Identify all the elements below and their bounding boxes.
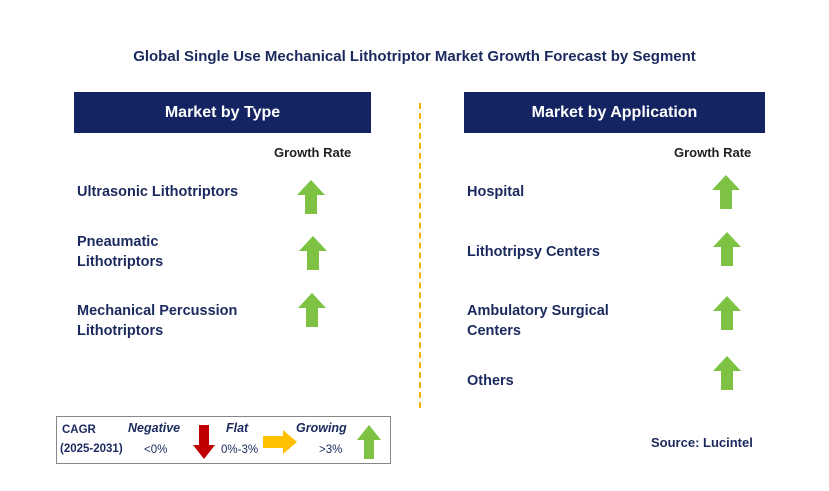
legend-negative-label: Negative — [128, 421, 181, 435]
arrow-down-icon — [193, 425, 215, 459]
growing-arrow-icon — [299, 236, 327, 270]
legend-flat-label: Flat — [226, 421, 249, 435]
type-item-label: Ultrasonic Lithotriptors — [77, 184, 239, 200]
application-panel-header: Market by Application — [464, 92, 765, 133]
growing-arrow-icon — [712, 175, 740, 209]
source-label: Source: Lucintel — [651, 435, 753, 450]
type-panel-header: Market by Type — [74, 92, 371, 133]
application-item-label: Ambulatory Surgical Centers — [467, 303, 609, 339]
legend-period-label: (2025-2031) — [60, 443, 123, 455]
legend-growing-label: Growing — [296, 421, 347, 435]
legend-box — [56, 416, 391, 464]
arrow-right-icon — [263, 430, 297, 454]
application-item-label: Others — [467, 373, 514, 389]
type-item-label: Mechanical Percussion Lithotriptors — [77, 303, 238, 339]
growing-arrow-icon — [297, 180, 325, 214]
panel-divider — [419, 103, 421, 408]
application-growth-rate-label: Growth Rate — [674, 145, 752, 160]
arrow-up-icon — [357, 425, 381, 459]
application-item-label: Hospital — [467, 184, 525, 200]
chart-title: Global Single Use Mechanical Lithotripto… — [133, 48, 696, 65]
legend-negative-range: <0% — [144, 444, 168, 456]
type-growth-rate-label: Growth Rate — [274, 145, 352, 160]
legend-cagr-label: CAGR — [62, 424, 96, 436]
type-item-label: Pneaumatic Lithotriptors — [77, 234, 164, 270]
growing-arrow-icon — [298, 293, 326, 327]
growing-arrow-icon — [713, 296, 741, 330]
growing-arrow-icon — [713, 356, 741, 390]
legend-growing-range: >3% — [319, 444, 343, 456]
growing-arrow-icon — [713, 232, 741, 266]
application-item-label: Lithotripsy Centers — [467, 244, 600, 260]
legend-flat-range: 0%-3% — [221, 444, 259, 456]
